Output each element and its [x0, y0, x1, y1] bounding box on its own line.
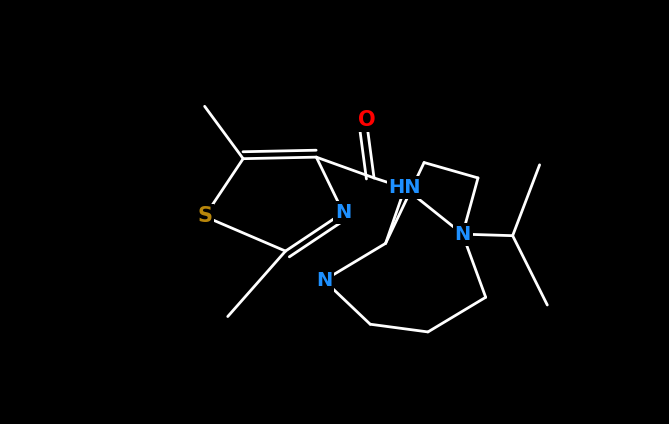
Text: N: N — [316, 271, 332, 290]
Text: N: N — [454, 225, 471, 244]
Text: HN: HN — [389, 179, 421, 198]
Text: O: O — [357, 110, 375, 130]
Text: S: S — [197, 206, 212, 226]
Text: N: N — [335, 203, 351, 222]
